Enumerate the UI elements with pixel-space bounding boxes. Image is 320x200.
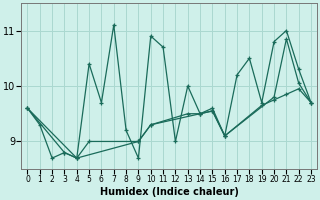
X-axis label: Humidex (Indice chaleur): Humidex (Indice chaleur) — [100, 187, 239, 197]
